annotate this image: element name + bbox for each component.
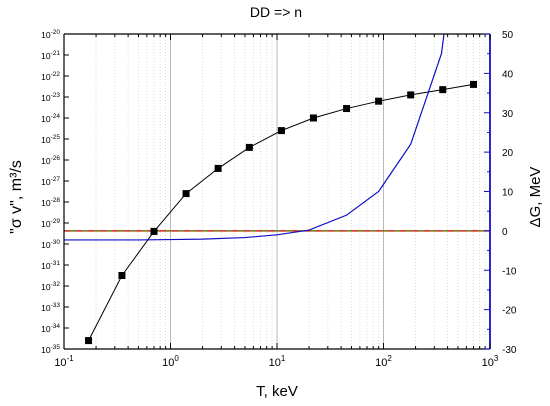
y-left-tick-label-exp: -24 [51,113,61,120]
sigma-v-marker [309,114,317,122]
y-left-tick-label-base: 10 [41,345,51,355]
sigma-v-marker [343,105,351,113]
chart-title: DD => n [250,4,302,20]
y-left-tick-label-base: 10 [41,177,51,187]
y-left-tick-label-base: 10 [41,114,51,124]
y-left-tick-label: 10-31 [41,260,60,271]
y-left-tick-label-base: 10 [41,303,51,313]
x-tick-label-exp: 0 [174,354,179,363]
x-tick-label-base: 10 [375,357,387,369]
y-left-tick-label-base: 10 [41,240,51,250]
y-left-tick-label-exp: -27 [51,176,61,183]
y-left-tick-label-exp: -32 [51,281,61,288]
axes-layer [63,33,491,350]
y-left-tick-label-exp: -29 [51,218,61,225]
x-tick-label: 102 [375,354,392,369]
y-left-tick-label: 10-30 [41,239,60,250]
labels-layer: 10-1 100 101 102 10310-3510-3410-3310-3210-3… [41,29,517,369]
y-left-tick-label-base: 10 [41,72,51,82]
y-right-tick-label: 20 [502,148,514,159]
sigma-v-marker [150,227,158,235]
y-left-tick-label-base: 10 [41,51,51,61]
x-tick-label-exp: -1 [67,354,75,363]
y-left-tick-label-base: 10 [41,219,51,229]
y-left-tick-label: 10-23 [41,92,60,103]
y-left-tick-label: 10-34 [41,323,60,334]
x-tick-label: 101 [269,354,286,369]
y-left-tick-label: 10-27 [41,176,60,187]
y-left-tick-label-exp: -30 [51,239,61,246]
y-right-tick-label: -30 [502,345,517,356]
sigma-v-marker [375,97,383,105]
y-right-tick-label: 10 [502,188,514,199]
y-left-tick-label: 10-20 [41,29,60,40]
y-left-tick-label-base: 10 [41,156,51,166]
y-left-tick-label: 10-26 [41,155,60,166]
y-left-tick-label-base: 10 [41,261,51,271]
sigma-v-marker [182,190,190,198]
y-left-tick-label: 10-35 [41,344,60,355]
y-left-tick-label: 10-29 [41,218,60,229]
y-left-tick-label-exp: -33 [51,302,61,309]
sigma-v-marker [214,164,222,172]
y-left-tick-label-exp: -31 [51,260,61,267]
x-tick-label: 10-1 [54,354,74,369]
x-tick-label: 103 [482,354,499,369]
y-left-tick-label-exp: -26 [51,155,61,162]
y-left-tick-label-exp: -22 [51,71,61,78]
y-right-tick-label: 40 [502,69,514,80]
x-tick-label-exp: 3 [494,354,499,363]
x-tick-label-base: 10 [482,357,494,369]
y-left-tick-label-base: 10 [41,135,51,145]
y-right-tick-label: 30 [502,109,514,120]
sigma-v-marker [407,91,415,99]
x-tick-label-base: 10 [269,357,281,369]
y-right-tick-label: -10 [502,266,517,277]
y-left-tick-label-base: 10 [41,198,51,208]
sigma-v-marker [277,127,285,135]
x-tick-label-exp: 1 [281,354,286,363]
sigma-v-marker [85,337,93,345]
y-left-tick-label: 10-21 [41,50,60,61]
y-left-tick-label-base: 10 [41,324,51,334]
sigma-v-marker [118,272,126,279]
series-layer [64,34,478,345]
x-tick-label-exp: 2 [387,354,392,363]
y-left-tick-label-base: 10 [41,282,51,292]
y-left-tick-label-base: 10 [41,93,51,103]
sigma-v-marker [439,86,447,94]
y-right-axis-title: ΔG, MeV [527,167,544,228]
y-left-tick-label: 10-33 [41,302,60,313]
x-tick-label: 100 [162,354,179,369]
series-group-1 [64,34,445,241]
y-left-tick-label: 10-28 [41,197,60,208]
y-right-tick-label: -20 [502,306,517,317]
y-left-axis-title: "σ v", m³/s [8,160,25,234]
y-left-tick-label: 10-25 [41,134,60,145]
y-right-tick-label: 50 [502,30,514,41]
x-axis-title: T, keV [256,383,298,400]
delta-g-line [64,34,445,241]
y-left-tick-label: 10-22 [41,71,60,82]
y-left-tick-label-exp: -34 [51,323,61,330]
y-left-tick-label-exp: -25 [51,134,61,141]
y-left-tick-label-base: 10 [41,30,51,40]
grid-layer [95,34,486,349]
y-left-tick-label: 10-32 [41,281,60,292]
y-left-tick-label-exp: -28 [51,197,61,204]
y-left-tick-label-exp: -23 [51,92,61,99]
sigma-v-marker [470,80,478,88]
y-left-tick-label-exp: -21 [51,50,61,57]
x-tick-label-base: 10 [54,357,66,369]
y-left-tick-label-exp: -35 [51,344,61,351]
y-right-tick-label: 0 [502,227,508,238]
y-left-tick-label: 10-24 [41,113,60,124]
sigma-v-marker [245,143,253,151]
y-left-tick-label-exp: -20 [51,29,61,36]
series-group-0 [85,80,478,345]
x-tick-label-base: 10 [162,357,174,369]
